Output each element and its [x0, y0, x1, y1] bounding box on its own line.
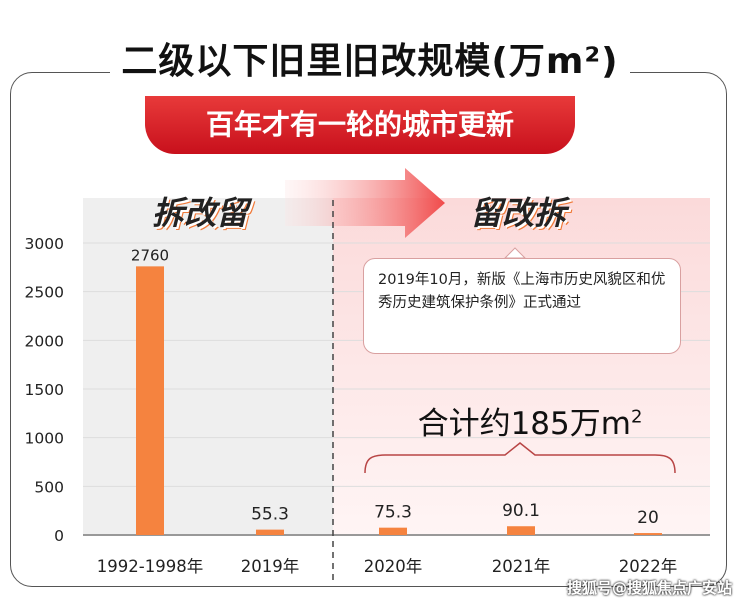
- y-tick-label: 3000: [25, 235, 64, 253]
- x-tick-label: 2022年: [619, 557, 678, 576]
- x-tick-label: 2021年: [492, 557, 551, 576]
- y-tick-label: 500: [34, 478, 64, 496]
- left-phase-bg: [83, 198, 333, 535]
- right-phase-bg: [333, 198, 710, 535]
- arrow-icon: [285, 168, 445, 238]
- y-tick-label: 1000: [25, 430, 64, 448]
- data-label: 55.3: [251, 505, 289, 525]
- data-label: 75.3: [374, 503, 412, 523]
- annotation-box: 2019年10月，新版《上海市历史风貌区和优秀历史建筑保护条例》正式通过: [363, 258, 681, 354]
- bar: [136, 266, 164, 535]
- y-tick-label: 2000: [25, 332, 64, 350]
- x-tick-label: 2019年: [241, 557, 300, 576]
- data-label: 20: [637, 508, 659, 528]
- phase-left-label: 拆改留: [152, 194, 249, 232]
- watermark: 搜狐号@搜狐焦点广安站: [566, 579, 732, 597]
- brace-icon: [364, 442, 676, 474]
- total-sup: 2: [630, 406, 643, 428]
- data-label: 90.1: [502, 501, 540, 521]
- chart-title: 二级以下旧里旧改规模(万m²): [110, 32, 630, 92]
- x-tick-label: 2020年: [364, 557, 423, 576]
- subtitle-ribbon: 百年才有一轮的城市更新: [145, 96, 575, 154]
- x-tick-label: 1992-1998年: [97, 557, 203, 576]
- y-tick-label: 2500: [25, 284, 64, 302]
- total-label: 合计约185万m2: [380, 398, 680, 443]
- phase-right-label: 留改拆: [470, 194, 567, 232]
- y-tick-label: 1500: [25, 381, 64, 399]
- bar: [634, 533, 662, 535]
- data-label: 2760: [131, 246, 169, 264]
- bar: [507, 526, 535, 535]
- total-text: 合计约185万m: [417, 406, 631, 442]
- bar: [379, 527, 407, 535]
- y-tick-label: 0: [54, 527, 64, 545]
- bar: [256, 529, 284, 535]
